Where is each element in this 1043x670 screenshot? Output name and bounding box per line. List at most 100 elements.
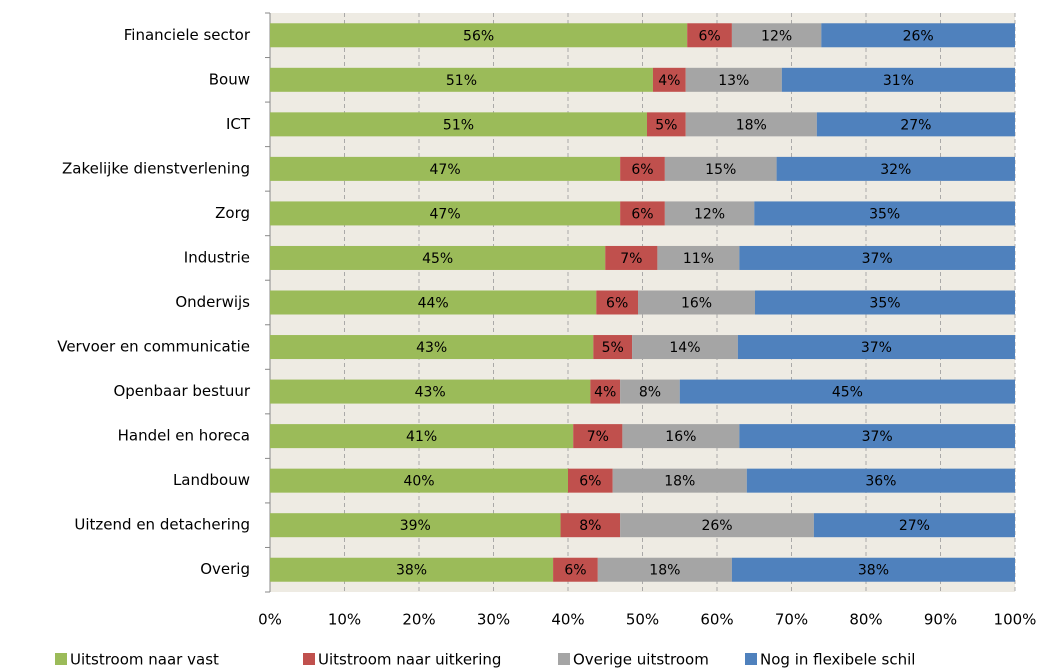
y-tick-label: Uitzend en detachering — [74, 516, 250, 534]
y-tick-label: Vervoer en communicatie — [57, 338, 250, 356]
bar-segment — [746, 468, 1015, 493]
data-label: 16% — [665, 429, 696, 445]
data-label: 35% — [869, 296, 900, 312]
data-label: 13% — [718, 73, 749, 89]
data-label: 39% — [400, 518, 431, 534]
bar-segment — [664, 201, 755, 226]
bar-segment — [270, 557, 554, 582]
bar-segment — [816, 112, 1015, 137]
y-tick-label: Openbaar bestuur — [113, 382, 250, 400]
bar-segment — [638, 290, 755, 315]
data-label: 27% — [900, 117, 931, 133]
bar-segment — [593, 335, 633, 360]
bar-segment — [270, 290, 597, 315]
bar-segment — [685, 67, 782, 92]
y-tick-label: Onderwijs — [175, 293, 250, 311]
data-label: 51% — [443, 117, 474, 133]
bar-segment — [620, 379, 680, 404]
x-tick-label: 30% — [477, 611, 510, 629]
x-tick-label: 100% — [994, 611, 1037, 629]
bar-segment — [620, 201, 665, 226]
data-label: 6% — [631, 206, 653, 222]
y-tick-label: Financiele sector — [124, 26, 251, 44]
data-label: 12% — [694, 206, 725, 222]
bar-segment — [731, 23, 822, 48]
bar-segment — [270, 201, 621, 226]
x-tick-label: 10% — [328, 611, 361, 629]
bar-segment — [270, 379, 591, 404]
data-label: 11% — [683, 251, 714, 267]
data-label: 5% — [655, 117, 677, 133]
bar-segment — [657, 245, 740, 270]
legend-swatch — [55, 653, 67, 665]
data-label: 32% — [880, 162, 911, 178]
legend-swatch — [745, 653, 757, 665]
bar-segment — [270, 23, 688, 48]
data-label: 45% — [422, 251, 453, 267]
data-label: 37% — [862, 429, 893, 445]
data-label: 37% — [861, 340, 892, 356]
bar-segment — [553, 557, 598, 582]
data-label: 26% — [701, 518, 732, 534]
bar-segment — [560, 513, 621, 538]
bar-segment — [754, 290, 1015, 315]
x-tick-label: 20% — [402, 611, 435, 629]
legend-label: Nog in flexibele schil — [760, 651, 915, 669]
legend-label: Overige uitstroom — [573, 651, 709, 669]
bar-segment — [754, 201, 1015, 226]
bar-segment — [620, 156, 665, 181]
bar-segment — [622, 424, 740, 449]
data-label: 8% — [579, 518, 601, 534]
bar-segment — [270, 513, 561, 538]
bar-segment — [573, 424, 623, 449]
data-label: 26% — [903, 28, 934, 44]
y-tick-label: Overig — [200, 560, 250, 578]
data-label: 45% — [832, 385, 863, 401]
bar-segment — [739, 424, 1015, 449]
data-label: 38% — [858, 563, 889, 579]
data-label: 4% — [594, 385, 616, 401]
data-label: 18% — [736, 117, 767, 133]
data-label: 27% — [899, 518, 930, 534]
y-tick-label: Landbouw — [173, 471, 250, 489]
bar-segment — [590, 379, 621, 404]
data-label: 18% — [649, 563, 680, 579]
data-label: 41% — [406, 429, 437, 445]
x-tick-label: 90% — [924, 611, 957, 629]
bar-segment — [737, 335, 1015, 360]
bar-segment — [270, 156, 621, 181]
bar-segment — [646, 112, 686, 137]
bar-segment — [632, 335, 738, 360]
bar-segment — [652, 67, 686, 92]
y-tick-label: Industrie — [184, 248, 250, 266]
data-label: 36% — [865, 474, 896, 490]
y-tick-label: Bouw — [209, 70, 250, 88]
x-tick-label: 40% — [551, 611, 584, 629]
legend-label: Uitstroom naar uitkering — [318, 651, 501, 669]
legend-label: Uitstroom naar vast — [70, 651, 219, 669]
bar-segment — [270, 424, 574, 449]
data-label: 43% — [416, 340, 447, 356]
bar-segment — [776, 156, 1015, 181]
bar-segment — [612, 468, 747, 493]
data-label: 47% — [430, 206, 461, 222]
x-tick-label: 0% — [258, 611, 282, 629]
bar-segment — [731, 557, 1015, 582]
bar-segment — [821, 23, 1015, 48]
bar-segment — [679, 379, 1015, 404]
data-label: 4% — [658, 73, 680, 89]
y-tick-label: Zorg — [215, 204, 250, 222]
x-tick-label: 60% — [700, 611, 733, 629]
bar-segment — [270, 67, 653, 92]
data-label: 44% — [418, 296, 449, 312]
data-label: 51% — [446, 73, 477, 89]
data-label: 14% — [669, 340, 700, 356]
y-tick-label: Handel en horeca — [118, 427, 250, 445]
data-label: 43% — [415, 385, 446, 401]
data-label: 6% — [698, 28, 720, 44]
bar-segment — [687, 23, 732, 48]
bar-segment — [270, 112, 647, 137]
data-label: 31% — [883, 73, 914, 89]
data-label: 6% — [579, 474, 601, 490]
bar-segment — [568, 468, 613, 493]
